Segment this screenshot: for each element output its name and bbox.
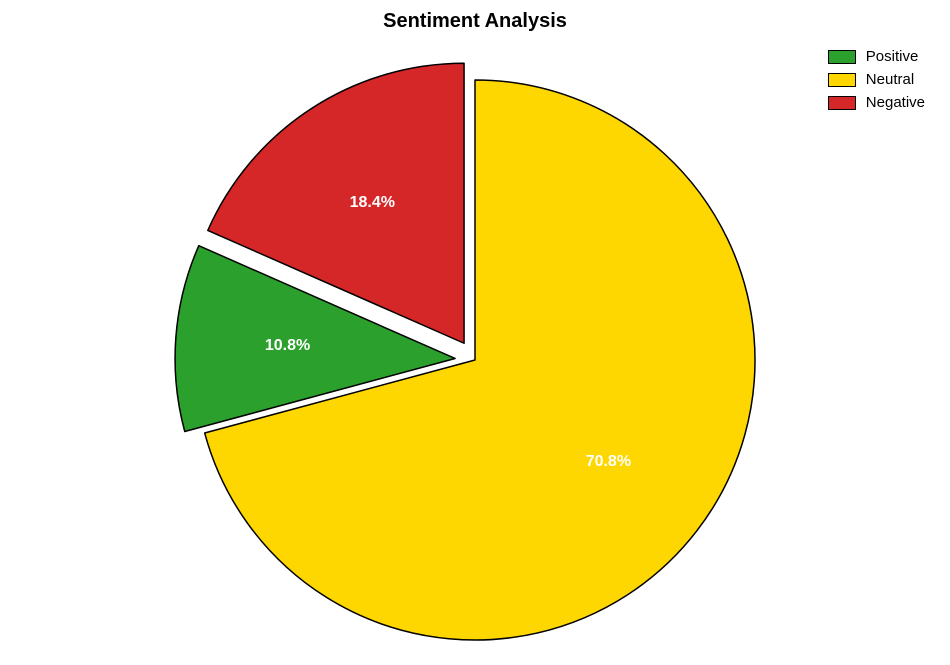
legend-item-positive: Positive <box>828 48 925 65</box>
slice-label-negative: 18.4% <box>350 194 395 212</box>
legend-label-neutral: Neutral <box>866 71 914 88</box>
legend: Positive Neutral Negative <box>828 48 925 117</box>
legend-swatch-neutral <box>828 73 856 87</box>
chart-title: Sentiment Analysis <box>383 10 567 33</box>
legend-label-positive: Positive <box>866 48 919 65</box>
legend-item-negative: Negative <box>828 94 925 111</box>
slice-label-positive: 10.8% <box>265 337 310 355</box>
legend-swatch-negative <box>828 96 856 110</box>
legend-swatch-positive <box>828 50 856 64</box>
sentiment-pie-chart: Sentiment Analysis Positive Neutral Nega… <box>0 0 950 662</box>
pie-chart-svg <box>170 55 780 665</box>
legend-item-neutral: Neutral <box>828 71 925 88</box>
legend-label-negative: Negative <box>866 94 925 111</box>
slice-label-neutral: 70.8% <box>586 453 631 471</box>
